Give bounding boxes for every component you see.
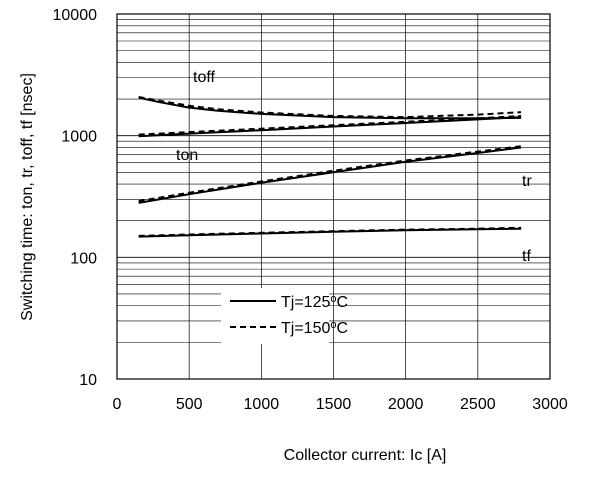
curve-label-tr: tr [522, 173, 532, 190]
legend-item-tj150: Tj=150oC [281, 319, 348, 337]
series-line-tf-tj150 [138, 226, 522, 237]
series-line-toff-tj150 [138, 96, 522, 119]
y-tick-label: 10000 [53, 7, 98, 24]
legend: Tj=125oC Tj=150oC [221, 288, 348, 344]
y-tick-label: 1000 [61, 129, 97, 146]
x-axis-title: Collector current: Ic [A] [284, 447, 447, 464]
x-tick-label: 1500 [316, 396, 352, 413]
x-axis-tick-labels: 0 500 1000 1500 2000 2500 3000 [113, 396, 568, 413]
y-axis-title: Switching time: ton, tr, toff, tf [nsec] [19, 73, 36, 321]
x-tick-label: 1000 [244, 396, 280, 413]
legend-box [221, 288, 329, 344]
x-tick-label: 2000 [388, 396, 424, 413]
series-line-tr-tj150 [138, 145, 522, 203]
x-tick-label: 3000 [532, 396, 568, 413]
series-line-toff-tj125 [138, 96, 522, 120]
series-line-tr-tj125 [138, 146, 522, 204]
plot-area-frame [116, 13, 551, 380]
y-tick-label: 100 [70, 250, 97, 267]
curve-label-toff: toff [193, 69, 216, 86]
series-line-ton-tj150 [138, 115, 522, 136]
data-series [138, 96, 522, 238]
x-tick-label: 0 [113, 396, 122, 413]
x-tick-label: 500 [176, 396, 203, 413]
curve-label-tf: tf [522, 248, 531, 265]
x-tick-label: 2500 [460, 396, 496, 413]
legend-item-tj125: Tj=125oC [281, 293, 348, 311]
y-tick-label: 10 [79, 372, 97, 389]
series-line-ton-tj125 [138, 116, 522, 138]
curve-label-ton: ton [176, 147, 198, 164]
y-axis-tick-labels: 10 100 1000 10000 [53, 7, 98, 389]
